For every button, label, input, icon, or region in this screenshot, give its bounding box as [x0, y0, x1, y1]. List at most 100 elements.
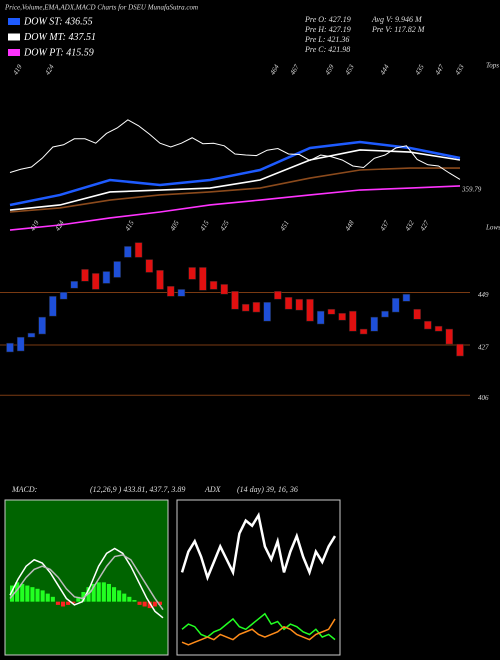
- histogram-bar: [112, 587, 117, 602]
- histogram-bar: [45, 593, 50, 602]
- candle-body: [381, 310, 389, 318]
- legend-swatch: [8, 49, 20, 56]
- candle-body: [349, 310, 357, 332]
- histogram-bar: [106, 583, 111, 602]
- chart-title: Price,Volume,EMA,ADX,MACD Charts for DSE…: [4, 4, 198, 12]
- candle-body: [338, 313, 346, 321]
- ema-line: [9, 149, 461, 211]
- candle-body: [327, 308, 336, 315]
- candle-body: [424, 320, 432, 330]
- legend-swatch: [8, 33, 20, 41]
- histogram-bar: [127, 596, 132, 602]
- legend-label: DOW MT: 437.51: [23, 32, 96, 43]
- candle-body: [81, 269, 89, 282]
- histogram-bar: [137, 601, 142, 605]
- candle-body: [434, 325, 443, 332]
- histogram-bar: [101, 582, 106, 602]
- adx-line: [181, 618, 336, 646]
- candle-body: [166, 286, 175, 297]
- macd-line: [9, 547, 164, 619]
- histogram-bar: [40, 590, 45, 602]
- candle-body: [188, 267, 196, 280]
- histogram-bar: [76, 596, 81, 602]
- panel-label: (12,26,9 ) 433.81, 437.7, 3.89: [90, 485, 185, 494]
- candle-body: [252, 302, 261, 313]
- candle-body: [145, 259, 154, 273]
- candle-body: [102, 271, 111, 284]
- histogram-bar: [66, 601, 71, 605]
- info-text: Pre O: 427.19: [304, 15, 351, 24]
- info-text: Pre C: 421.98: [304, 45, 350, 54]
- macd-line: [9, 554, 164, 611]
- histogram-bar: [55, 601, 60, 605]
- y-tick-label: 449: [478, 291, 489, 299]
- histogram-bar: [132, 600, 137, 602]
- histogram-bar: [122, 593, 127, 602]
- candle-body: [231, 291, 239, 310]
- ema-line: [9, 167, 460, 213]
- candle-body: [241, 303, 250, 312]
- candle-body: [295, 298, 304, 311]
- histogram-bar: [147, 601, 152, 609]
- histogram-bar: [117, 590, 122, 602]
- candle-body: [306, 298, 314, 322]
- y-tick-label: 427: [478, 344, 489, 352]
- histogram-bar: [20, 583, 25, 602]
- candle-body: [445, 328, 454, 345]
- histogram-bar: [96, 582, 101, 602]
- legend-label: DOW ST: 436.55: [23, 16, 93, 27]
- histogram-bar: [35, 588, 40, 602]
- annotation: Tops: [486, 62, 499, 70]
- candle-body: [370, 316, 379, 332]
- candle-body: [284, 297, 293, 310]
- candle-body: [156, 270, 164, 290]
- candle-body: [220, 284, 229, 295]
- candle-body: [209, 281, 218, 290]
- annotation: Lows: [485, 224, 500, 232]
- candle-body: [6, 342, 14, 353]
- annotation: 359.79: [461, 186, 482, 194]
- histogram-bar: [91, 583, 96, 602]
- histogram-bar: [61, 601, 66, 607]
- candle-body: [359, 328, 368, 335]
- histogram-bar: [30, 587, 35, 602]
- histogram-bar: [71, 601, 76, 604]
- histogram-bar: [142, 601, 147, 607]
- histogram-bar: [157, 601, 162, 605]
- candle-body: [413, 308, 421, 320]
- candle-body: [91, 273, 100, 290]
- candle-body: [27, 332, 36, 338]
- candle-body: [49, 296, 57, 317]
- candle-body: [70, 281, 79, 289]
- candle-body: [391, 297, 400, 313]
- candle-body: [456, 343, 464, 357]
- adx-line: [180, 512, 337, 582]
- candle-body: [263, 302, 271, 322]
- info-text: Pre L: 421.36: [304, 35, 349, 44]
- candle-body: [59, 292, 68, 300]
- y-tick-label: 406: [478, 394, 489, 402]
- candle-body: [16, 336, 25, 352]
- histogram-bar: [50, 596, 55, 602]
- histogram-bar: [10, 585, 15, 602]
- histogram-bar: [15, 582, 20, 602]
- price-line: [9, 119, 461, 180]
- candle-body: [274, 291, 282, 300]
- info-text: Avg V: 9.946 M: [371, 15, 423, 24]
- panel-label: MACD:: [11, 485, 38, 494]
- candle-body: [134, 242, 143, 258]
- info-text: Pre H: 427.19: [304, 25, 351, 34]
- panel-label: (14 day) 39, 16, 36: [237, 485, 298, 494]
- histogram-bar: [152, 601, 157, 607]
- histogram-bar: [25, 585, 30, 602]
- candle-body: [177, 289, 186, 297]
- candle-body: [38, 316, 46, 335]
- panel-background: [176, 499, 341, 656]
- info-text: Pre V: 117.82 M: [371, 25, 426, 34]
- candle-body: [113, 261, 121, 278]
- panel-label: ADX: [204, 485, 222, 494]
- candle-body: [124, 246, 132, 258]
- candle-body: [402, 293, 411, 302]
- legend-swatch: [8, 18, 20, 25]
